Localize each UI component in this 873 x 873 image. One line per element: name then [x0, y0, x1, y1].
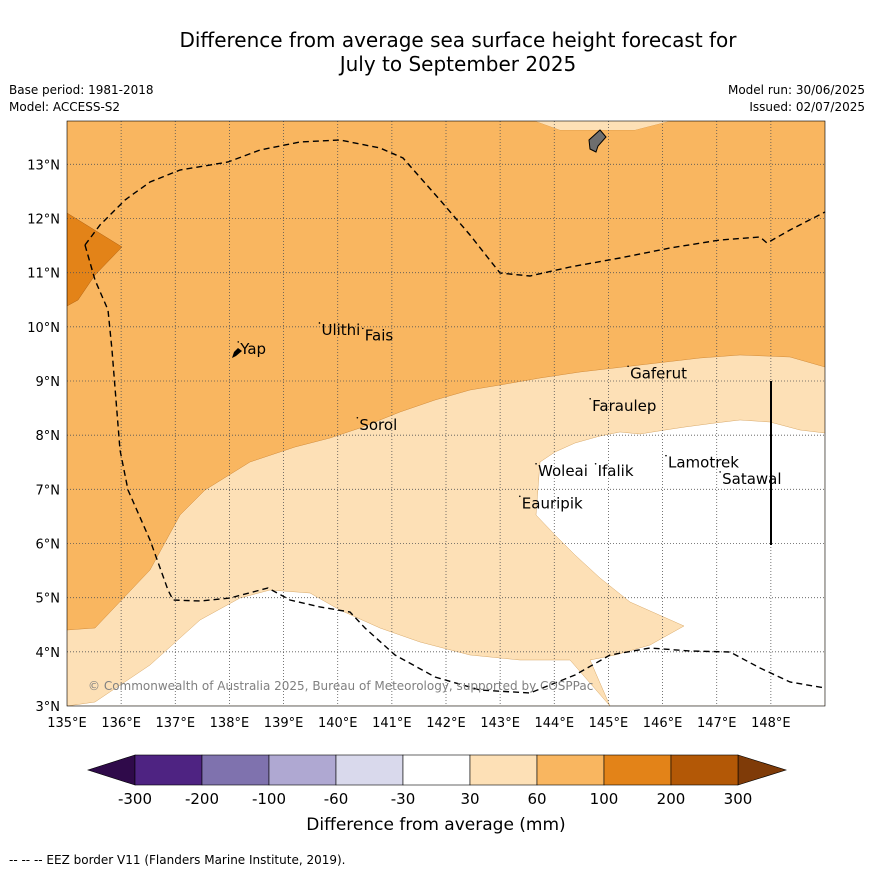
longitude-tick-label: 136°E — [101, 716, 141, 731]
colorbar-tick-label: -200 — [185, 790, 219, 808]
latitude-tick-label: 12°N — [27, 213, 60, 228]
chart-title: Difference from average sea surface heig… — [0, 28, 873, 76]
base-period-text: Base period: 1981-2018 — [9, 83, 154, 97]
atoll-marker — [361, 327, 364, 330]
atoll-marker — [519, 495, 521, 498]
place-label: Lamotrek — [668, 454, 739, 472]
colorbar-bin — [201, 754, 270, 786]
graticule — [67, 121, 825, 706]
eez-border-north — [84, 139, 826, 277]
latitude-tick-label: 9°N — [36, 375, 61, 390]
latitude-tick-label: 10°N — [27, 321, 60, 336]
latitude-tick-label: 11°N — [27, 267, 60, 282]
colorbar-over-arrow — [737, 754, 788, 786]
colorbar-bin — [134, 754, 203, 786]
colorbar-tick-label: -300 — [118, 790, 152, 808]
meta-right: Model run: 30/06/2025 Issued: 02/07/2025 — [728, 82, 865, 116]
colorbar-tick-label: 200 — [657, 790, 686, 808]
meta-left: Base period: 1981-2018 Model: ACCESS-S2 — [9, 82, 154, 116]
copyright-text: © Commonwealth of Australia 2025, Bureau… — [88, 679, 593, 693]
place-label: Sorol — [359, 416, 397, 434]
atoll-marker — [719, 471, 721, 473]
latitude-tick-label: 4°N — [36, 646, 61, 661]
colorbar-bin — [603, 754, 672, 786]
longitude-tick-label: 141°E — [372, 716, 412, 731]
longitude-tick-label: 139°E — [264, 716, 304, 731]
model-run-text: Model run: 30/06/2025 — [727, 83, 865, 97]
longitude-tick-label: 146°E — [643, 716, 683, 731]
longitude-tick-label: 138°E — [210, 716, 250, 731]
latitude-tick-label: 5°N — [36, 592, 61, 607]
atoll-marker — [665, 454, 667, 457]
colorbar: -300 -200 -100 -60 -30 30 60 100 200 300 — [87, 754, 788, 808]
longitude-tick-label: 137°E — [156, 716, 196, 731]
atoll-marker — [318, 322, 321, 324]
colorbar-bin — [670, 754, 739, 786]
field-100-200 — [67, 212, 123, 307]
footer-note: -- -- -- EEZ border V11 (Flanders Marine… — [9, 853, 346, 867]
latitude-tick-label: 7°N — [36, 483, 61, 498]
latitude-tick-label: 13°N — [27, 158, 60, 173]
longitude-tick-label: 145°E — [589, 716, 629, 731]
colorbar-bin — [536, 754, 605, 786]
atoll-marker — [237, 341, 240, 343]
colorbar-tick-label: 300 — [724, 790, 753, 808]
longitude-ticks: 135°E 136°E 137°E 138°E 139°E 140°E 141°E 142°E… — [47, 716, 790, 731]
longitude-tick-label: 135°E — [47, 716, 87, 731]
model-text: Model: ACCESS-S2 — [9, 100, 121, 114]
eez-border — [84, 244, 826, 694]
longitude-tick-label: 148°E — [751, 716, 791, 731]
atoll-marker — [627, 365, 629, 368]
longitude-tick-label: 142°E — [426, 716, 466, 731]
colorbar-bin — [469, 754, 538, 786]
place-label: Faraulep — [592, 397, 656, 415]
atoll-marker — [535, 462, 537, 465]
latitude-ticks: 3°N 4°N 5°N 6°N 7°N 8°N 9°N 10°N 11°N 12°N 13°N — [27, 158, 60, 715]
colorbar-tick-label: -100 — [252, 790, 286, 808]
longitude-tick-label: 140°E — [318, 716, 358, 731]
map-frame — [66, 120, 826, 707]
atoll-marker — [356, 416, 359, 419]
longitude-tick-label: 144°E — [535, 716, 575, 731]
title-line-1: Difference from average sea surface heig… — [179, 28, 737, 52]
colorbar-bin — [402, 754, 471, 786]
colorbar-bin — [335, 754, 404, 786]
place-label: Satawal — [722, 470, 781, 488]
latitude-tick-label: 3°N — [36, 700, 61, 715]
place-label: Yap — [239, 340, 266, 358]
colorbar-tick-label: -60 — [324, 790, 349, 808]
place-labels: Yap Ulithi Fais Gaferut Faraulep Sorol Woleai I… — [237, 321, 782, 512]
atoll-marker — [589, 397, 591, 400]
colorbar-tick-label: 30 — [460, 790, 479, 808]
field-top-patch — [535, 121, 670, 130]
place-label: Fais — [365, 326, 394, 344]
issued-text: Issued: 02/07/2025 — [749, 100, 865, 114]
title-line-2: July to September 2025 — [339, 52, 577, 76]
atoll-marker — [594, 462, 597, 465]
place-label: Ulithi — [321, 321, 360, 339]
longitude-tick-label: 147°E — [697, 716, 737, 731]
colorbar-label: Difference from average (mm) — [306, 815, 565, 835]
colorbar-tick-label: 100 — [590, 790, 619, 808]
guam-island — [588, 129, 607, 153]
colorbar-tick-label: 60 — [527, 790, 546, 808]
colorbar-tick-label: -30 — [391, 790, 416, 808]
longitude-tick-label: 143°E — [480, 716, 520, 731]
latitude-tick-label: 8°N — [36, 429, 61, 444]
place-label: Gaferut — [630, 364, 687, 382]
field-neutral-east — [535, 419, 825, 706]
yap-island — [232, 348, 242, 358]
colorbar-bin — [268, 754, 337, 786]
place-label: Woleai — [538, 462, 588, 480]
place-label: Ifalik — [598, 462, 634, 480]
colorbar-under-arrow — [87, 754, 136, 786]
place-label: Eauripik — [522, 494, 583, 512]
latitude-tick-label: 6°N — [36, 538, 61, 553]
